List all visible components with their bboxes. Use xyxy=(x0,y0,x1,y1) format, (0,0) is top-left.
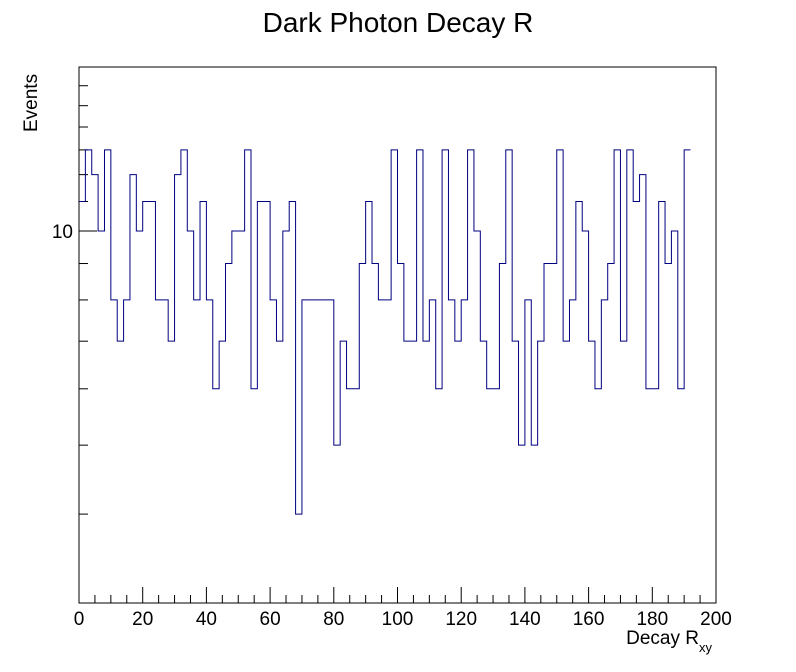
x-tick-label: 0 xyxy=(74,609,85,630)
x-tick-label: 140 xyxy=(509,609,541,630)
x-tick-label: 160 xyxy=(573,609,605,630)
x-axis-label-main: Decay R xyxy=(626,628,699,649)
x-axis-label-subscript: xy xyxy=(699,640,713,655)
x-axis-label: Decay Rxy xyxy=(626,628,712,655)
y-axis-label: Events xyxy=(21,74,42,132)
x-tick-label: 100 xyxy=(382,609,414,630)
x-tick-label: 60 xyxy=(260,609,281,630)
chart-title: Dark Photon Decay R xyxy=(263,7,534,38)
x-tick-label: 20 xyxy=(132,609,153,630)
x-tick-label: 120 xyxy=(445,609,477,630)
x-tick-label: 180 xyxy=(636,609,668,630)
histogram-line xyxy=(79,149,691,515)
y-tick-label: 10 xyxy=(52,222,73,243)
x-tick-label: 80 xyxy=(323,609,344,630)
x-tick-label: 200 xyxy=(700,609,732,630)
x-tick-label: 40 xyxy=(196,609,217,630)
tick-labels: 0 20 40 60 80 100 120 140 160 180 200 10 xyxy=(52,222,732,630)
axis-ticks xyxy=(78,66,717,604)
